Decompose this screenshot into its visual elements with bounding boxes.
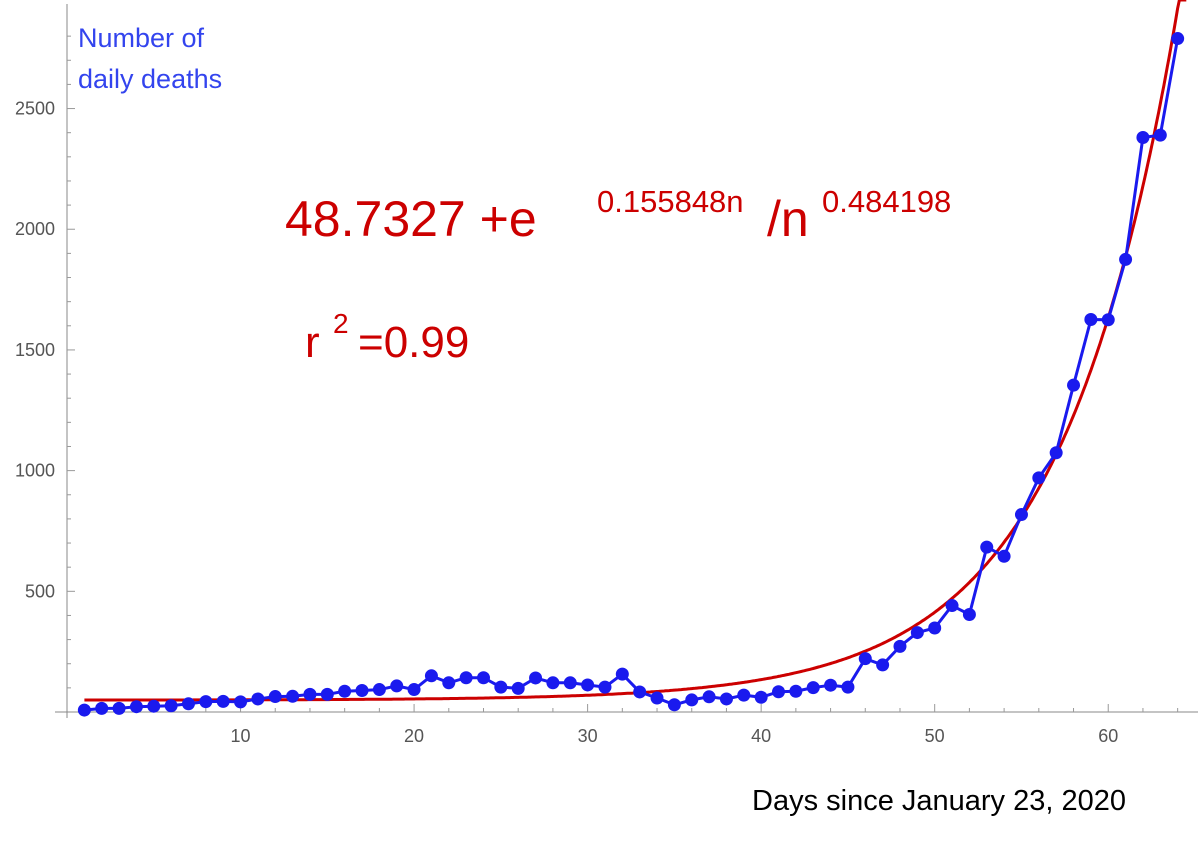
data-point bbox=[355, 684, 369, 698]
data-point bbox=[459, 671, 473, 685]
data-point bbox=[407, 683, 421, 697]
data-point bbox=[216, 694, 230, 708]
data-point bbox=[650, 691, 664, 705]
data-point bbox=[581, 678, 595, 692]
data-point bbox=[286, 689, 300, 703]
r-squared-base: r bbox=[305, 318, 320, 367]
data-point bbox=[424, 669, 438, 683]
y-ticks: 500 1000 1500 2000 2500 bbox=[15, 35, 75, 689]
r-squared-value: =0.99 bbox=[358, 318, 469, 367]
data-point bbox=[199, 695, 213, 709]
data-point bbox=[372, 683, 386, 697]
data-point bbox=[1171, 32, 1185, 46]
y-tick-label: 2500 bbox=[15, 99, 55, 119]
data-point bbox=[511, 681, 525, 695]
data-point bbox=[598, 680, 612, 694]
axes bbox=[55, 4, 1198, 718]
x-tick-label: 20 bbox=[404, 726, 424, 746]
y-tick-label: 2000 bbox=[15, 219, 55, 239]
x-axis-label: Days since January 23, 2020 bbox=[752, 785, 1126, 817]
data-point bbox=[945, 599, 959, 613]
data-point bbox=[164, 699, 178, 713]
data-point bbox=[997, 549, 1011, 563]
data-point bbox=[806, 681, 820, 695]
formula-divisor: /n bbox=[767, 191, 809, 247]
y-tick-label: 500 bbox=[25, 581, 55, 601]
x-tick-label: 60 bbox=[1098, 726, 1118, 746]
data-point bbox=[77, 703, 91, 717]
data-point bbox=[858, 652, 872, 666]
data-point bbox=[789, 684, 803, 698]
data-point bbox=[476, 671, 490, 685]
x-ticks: 10 20 30 40 50 60 bbox=[101, 704, 1179, 746]
data-point bbox=[442, 676, 456, 690]
x-tick-label: 30 bbox=[578, 726, 598, 746]
data-point bbox=[962, 607, 976, 621]
data-line bbox=[84, 38, 1180, 712]
data-series bbox=[77, 32, 1185, 717]
data-point bbox=[667, 698, 681, 712]
formula-divisor-exponent: 0.484198 bbox=[822, 184, 951, 219]
data-point bbox=[1119, 252, 1133, 266]
fit-formula: 48.7327 +e 0.155848n /n 0.484198 bbox=[285, 184, 951, 247]
y-tick-label: 1500 bbox=[15, 340, 55, 360]
data-point bbox=[893, 639, 907, 653]
data-point bbox=[754, 690, 768, 704]
data-point bbox=[147, 699, 161, 713]
data-point bbox=[390, 679, 404, 693]
data-point bbox=[181, 697, 195, 711]
data-point bbox=[129, 700, 143, 714]
data-point bbox=[1067, 378, 1081, 392]
r-squared-exponent: 2 bbox=[333, 308, 349, 339]
data-point bbox=[910, 626, 924, 640]
data-point bbox=[1049, 446, 1063, 460]
data-point bbox=[268, 690, 282, 704]
data-point bbox=[1014, 508, 1028, 522]
data-point bbox=[95, 701, 109, 715]
data-point bbox=[719, 692, 733, 706]
data-point bbox=[338, 684, 352, 698]
data-point bbox=[546, 676, 560, 690]
formula-base: 48.7327 +e bbox=[285, 191, 537, 247]
data-point bbox=[251, 692, 265, 706]
fit-curve bbox=[84, 0, 1187, 702]
data-point bbox=[772, 685, 786, 699]
data-point bbox=[494, 680, 508, 694]
data-point bbox=[320, 687, 334, 701]
data-point bbox=[841, 680, 855, 694]
fit-curve-line bbox=[84, 0, 1187, 702]
y-axis-label-line1: Number of bbox=[78, 23, 205, 53]
data-point bbox=[685, 693, 699, 707]
formula-exponent: 0.155848n bbox=[597, 184, 744, 219]
x-tick-label: 40 bbox=[751, 726, 771, 746]
data-point bbox=[1153, 128, 1167, 142]
x-tick-label: 50 bbox=[925, 726, 945, 746]
x-tick-label: 10 bbox=[231, 726, 251, 746]
data-point bbox=[1136, 131, 1150, 145]
data-point bbox=[824, 678, 838, 692]
data-point bbox=[234, 695, 248, 709]
data-point bbox=[112, 701, 126, 715]
y-axis-label-line2: daily deaths bbox=[78, 64, 222, 94]
data-point bbox=[1084, 313, 1098, 327]
data-point bbox=[1101, 313, 1115, 327]
data-point bbox=[633, 685, 647, 699]
r-squared: r 2 =0.99 bbox=[305, 308, 469, 367]
y-tick-label: 1000 bbox=[15, 461, 55, 481]
data-point bbox=[529, 671, 543, 685]
data-point bbox=[876, 658, 890, 672]
data-point bbox=[303, 687, 317, 701]
data-point bbox=[737, 688, 751, 702]
data-point bbox=[563, 676, 577, 690]
data-point bbox=[928, 621, 942, 635]
data-point bbox=[615, 667, 629, 681]
data-point bbox=[1032, 471, 1046, 485]
data-point bbox=[980, 540, 994, 554]
data-point bbox=[702, 690, 716, 704]
